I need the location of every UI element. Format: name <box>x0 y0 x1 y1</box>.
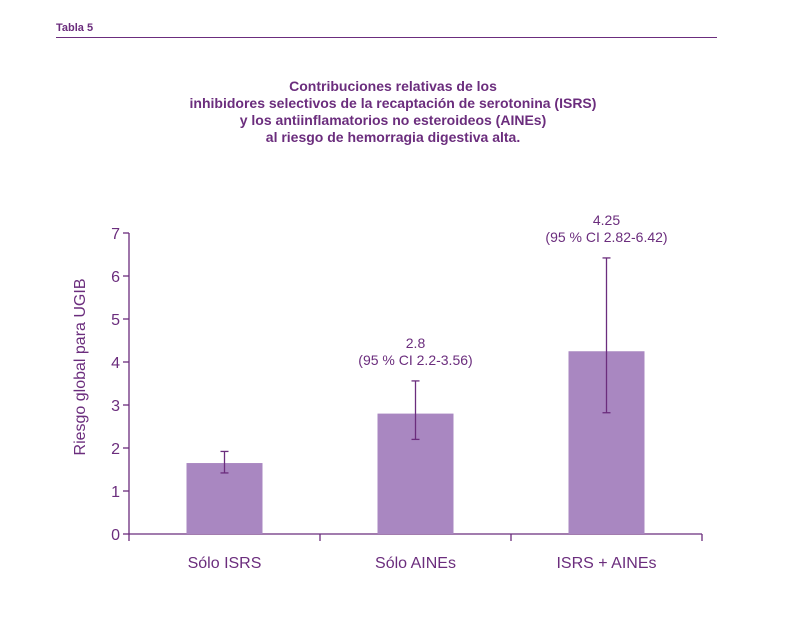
y-tick-label: 0 <box>111 527 120 544</box>
category-labels: Sólo ISRS Sólo AINEs ISRS + AINEs <box>188 555 657 572</box>
bars <box>186 351 645 534</box>
x-axis <box>128 533 703 541</box>
header-rule <box>56 37 717 38</box>
y-tick-label: 7 <box>111 226 120 243</box>
bar <box>186 463 263 534</box>
y-tick-label: 5 <box>111 312 120 329</box>
y-tick-label: 4 <box>111 355 120 372</box>
y-tick-label: 1 <box>111 484 120 501</box>
x-tick-label: ISRS + AINEs <box>556 555 656 572</box>
annotation-value: 4.25 <box>593 212 620 228</box>
x-tick-label: Sólo ISRS <box>188 555 262 572</box>
annotations: (95 % CI 2.2-3.56)2.8 (95 % CI 2.82-6.42)… <box>358 212 667 368</box>
y-tick-label: 3 <box>111 398 120 415</box>
y-tick-label: 2 <box>111 441 120 458</box>
chart-title: Contribuciones relativas de los inhibido… <box>0 78 786 146</box>
chart-title-line-2: inhibidores selectivos de la recaptación… <box>189 95 597 111</box>
y-axis-label: Riesgo global para UGIB <box>72 279 89 456</box>
chart-title-line-1: Contribuciones relativas de los <box>289 78 497 94</box>
annotation-ci: (95 % CI 2.82-6.42) <box>545 229 667 245</box>
annotation-ci: (95 % CI 2.2-3.56) <box>358 352 472 368</box>
chart-title-line-4: al riesgo de hemorragia digestiva alta. <box>265 129 521 145</box>
chart-title-line-3: y los antiinflamatorios no esteroideos (… <box>239 112 547 128</box>
x-tick-label: Sólo AINEs <box>375 555 456 572</box>
table-label: Tabla 5 <box>56 22 94 34</box>
y-tick-label: 6 <box>111 269 120 286</box>
annotation-value: 2.8 <box>406 335 426 351</box>
y-axis: 0 1 2 3 4 5 6 7 <box>111 226 130 544</box>
error-bars <box>220 257 611 474</box>
